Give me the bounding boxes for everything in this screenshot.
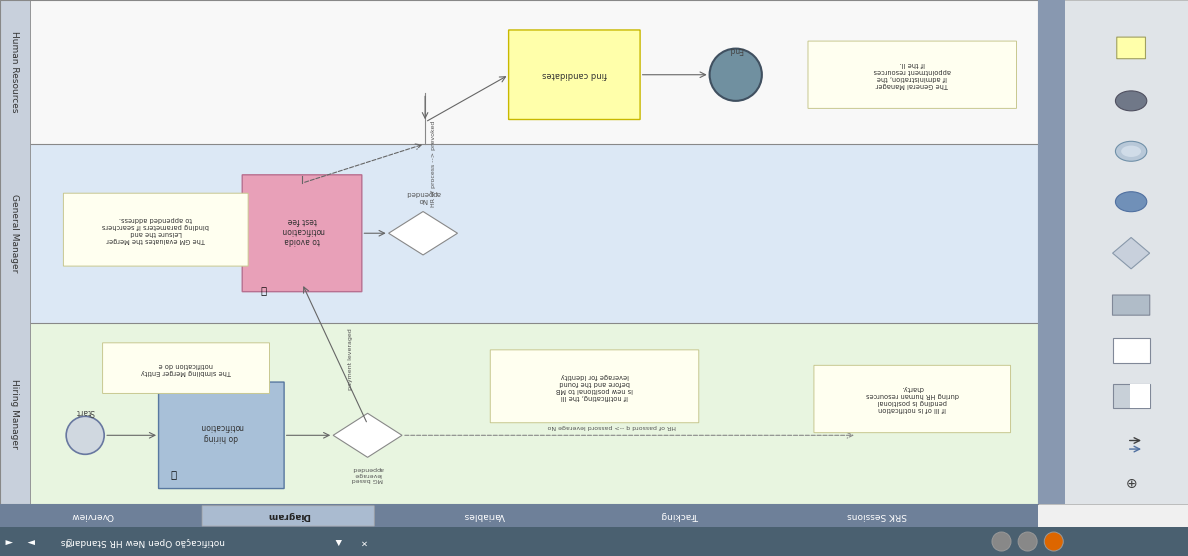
FancyBboxPatch shape <box>594 506 766 526</box>
Text: Start: Start <box>76 407 95 416</box>
Text: Diagram: Diagram <box>266 511 310 520</box>
Ellipse shape <box>1116 141 1146 161</box>
FancyBboxPatch shape <box>202 506 374 526</box>
Circle shape <box>1044 532 1063 551</box>
FancyBboxPatch shape <box>158 382 284 489</box>
Text: MG based
leverage
appended: MG based leverage appended <box>352 466 384 483</box>
Bar <box>1113 339 1150 363</box>
FancyBboxPatch shape <box>491 350 699 423</box>
FancyBboxPatch shape <box>6 506 178 526</box>
FancyBboxPatch shape <box>1117 37 1145 59</box>
Text: No
appended: No appended <box>405 190 441 202</box>
Circle shape <box>67 416 105 454</box>
Bar <box>30 143 1038 322</box>
Polygon shape <box>333 413 402 458</box>
Text: 🔔: 🔔 <box>67 537 71 546</box>
FancyBboxPatch shape <box>63 193 248 266</box>
Text: The General Manager
If administration, the
appointment resources
If the II.: The General Manager If administration, t… <box>873 61 950 88</box>
Ellipse shape <box>1116 91 1146 111</box>
Text: ►: ► <box>27 537 34 547</box>
FancyBboxPatch shape <box>1112 295 1150 315</box>
FancyBboxPatch shape <box>814 365 1011 433</box>
Text: If III of is notification
pending is positional
during HR human resources
charty: If III of is notification pending is pos… <box>866 385 959 413</box>
Text: Variables: Variables <box>463 511 505 520</box>
Text: The GM evaluates the Merger
Leisure the and
binding parameters if searchers
to a: The GM evaluates the Merger Leisure the … <box>102 216 209 243</box>
Text: ⏱: ⏱ <box>171 470 177 480</box>
Circle shape <box>1018 532 1037 551</box>
FancyBboxPatch shape <box>102 343 270 394</box>
Text: do hiring
notification: do hiring notification <box>200 422 244 441</box>
Bar <box>1113 384 1150 408</box>
Bar <box>30 322 1038 504</box>
Text: ◄: ◄ <box>6 537 13 547</box>
FancyBboxPatch shape <box>242 175 362 292</box>
Text: notificação Open New HR Standards: notificação Open New HR Standards <box>61 537 225 546</box>
Text: Human Resources: Human Resources <box>11 31 19 113</box>
Bar <box>0 0 30 504</box>
Text: The simbling Merger Entity
notification do e: The simbling Merger Entity notification … <box>141 361 232 375</box>
Bar <box>0 527 1038 556</box>
Text: Hiring Manager: Hiring Manager <box>11 379 19 448</box>
Circle shape <box>709 48 762 101</box>
Ellipse shape <box>1121 146 1142 157</box>
Circle shape <box>992 532 1011 551</box>
Text: ✕: ✕ <box>359 537 366 546</box>
Text: to avoida
notification
test fee: to avoida notification test fee <box>280 216 324 245</box>
Polygon shape <box>388 211 457 255</box>
Text: ▲: ▲ <box>335 537 342 546</box>
Text: General Manager: General Manager <box>11 194 19 272</box>
Text: ⏱: ⏱ <box>261 286 267 296</box>
Text: HR of passord q --> passord leverage No: HR of passord q --> passord leverage No <box>548 424 676 429</box>
Text: SRK Sessions: SRK Sessions <box>847 511 906 520</box>
Bar <box>1038 0 1188 504</box>
Bar <box>0 527 1188 556</box>
Bar <box>1130 384 1150 408</box>
Text: End: End <box>728 44 742 53</box>
Text: Tracking: Tracking <box>662 511 700 520</box>
Bar <box>0 504 1038 527</box>
FancyBboxPatch shape <box>808 41 1017 108</box>
Text: ⊕: ⊕ <box>1125 477 1137 491</box>
Bar <box>0 0 1038 504</box>
Text: Overview: Overview <box>70 511 113 520</box>
Ellipse shape <box>1116 192 1146 212</box>
Text: If notificating, the III
is new positional to MB
before and the found
leverage f: If notificating, the III is new position… <box>556 373 633 400</box>
Polygon shape <box>1113 237 1150 269</box>
Text: find candidates: find candidates <box>542 70 607 80</box>
Bar <box>30 0 1038 143</box>
Bar <box>1038 0 1066 504</box>
FancyBboxPatch shape <box>791 506 963 526</box>
Text: HR of process --> prevoked: HR of process --> prevoked <box>431 120 436 207</box>
FancyBboxPatch shape <box>508 30 640 120</box>
FancyBboxPatch shape <box>398 506 570 526</box>
Text: payment leveraged: payment leveraged <box>348 329 353 390</box>
